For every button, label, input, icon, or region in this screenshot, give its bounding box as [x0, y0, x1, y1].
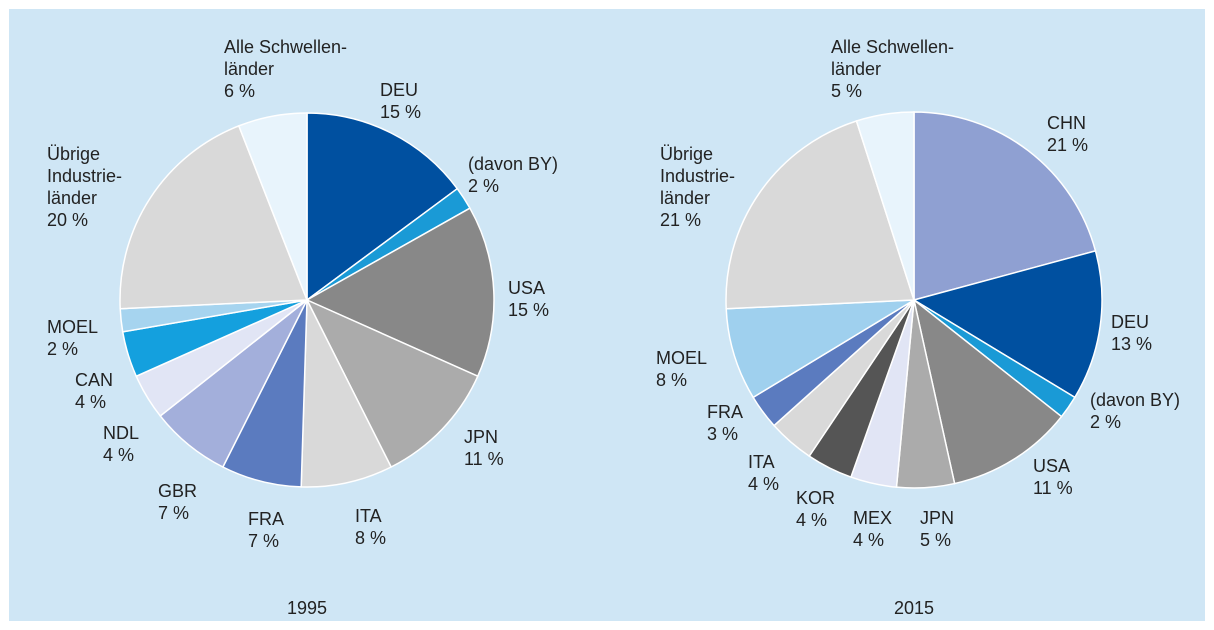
slice-label: Alle Schwellen-länder	[831, 37, 954, 79]
slice-label: MOEL	[47, 317, 98, 337]
pie-slice	[725, 299, 915, 399]
slice-label: DEU	[1111, 312, 1149, 332]
slice-value-label: 8 %	[656, 370, 687, 390]
pie-title: 1995	[287, 598, 327, 618]
slice-label: DEU	[380, 80, 418, 100]
slice-value-label: 21 %	[1047, 135, 1088, 155]
pie-slice	[237, 112, 308, 301]
slice-value-label: 4 %	[796, 510, 827, 530]
pie-slice	[119, 124, 309, 310]
slice-label: Alle Schwellen-länder	[224, 37, 347, 79]
slice-value-label: 21 %	[660, 210, 701, 230]
pie-slice	[913, 111, 1097, 301]
slice-label: USA	[1033, 456, 1070, 476]
slice-value-label: 15 %	[508, 300, 549, 320]
pie-slice	[305, 298, 479, 469]
slice-label: ITA	[748, 452, 775, 472]
slice-label: USA	[508, 278, 545, 298]
pie-slice	[912, 249, 1103, 399]
pie-slice	[912, 298, 1063, 485]
slice-value-label: 4 %	[75, 392, 106, 412]
slice-value-label: 2 %	[1090, 412, 1121, 432]
slice-value-label: 11 %	[464, 449, 504, 469]
slice-label: MOEL	[656, 348, 707, 368]
pie-slice	[725, 120, 916, 310]
slice-value-label: 6 %	[224, 81, 255, 101]
slice-value-label: 5 %	[920, 530, 951, 550]
slice-value-label: 4 %	[103, 445, 134, 465]
pie-slice	[305, 207, 495, 378]
slice-value-label: 3 %	[707, 424, 738, 444]
slice-label: (davon BY)	[1090, 390, 1180, 410]
slice-label: NDL	[103, 423, 139, 443]
slice-label: MEX	[853, 508, 892, 528]
slice-value-label: 7 %	[158, 503, 189, 523]
slice-value-label: 20 %	[47, 210, 88, 230]
slice-label: FRA	[707, 402, 743, 422]
pie-slice	[300, 299, 393, 488]
slice-value-label: 2 %	[47, 339, 78, 359]
slice-value-label: 8 %	[355, 528, 386, 548]
slice-label: JPN	[464, 427, 498, 447]
slice-label: Übrige Industrie-länder	[660, 144, 735, 208]
slice-label: GBR	[158, 481, 197, 501]
slice-label: (davon BY)	[468, 154, 558, 174]
slice-label: CAN	[75, 370, 113, 390]
slice-value-label: 11 %	[1033, 478, 1073, 498]
slice-value-label: 15 %	[380, 102, 421, 122]
pie-title: 2015	[894, 598, 934, 618]
slice-value-label: 7 %	[248, 531, 279, 551]
slice-label: Übrige Industrie-länder	[47, 144, 122, 208]
slice-value-label: 13 %	[1111, 334, 1152, 354]
slice-label: KOR	[796, 488, 835, 508]
pie-slice	[306, 112, 459, 302]
slice-label: ITA	[355, 506, 382, 526]
slice-value-label: 2 %	[468, 176, 499, 196]
slice-value-label: 4 %	[853, 530, 884, 550]
slice-value-label: 5 %	[831, 81, 862, 101]
slice-label: JPN	[920, 508, 954, 528]
pie-slice	[855, 111, 915, 301]
slice-value-label: 4 %	[748, 474, 779, 494]
slice-label: FRA	[248, 509, 284, 529]
slice-label: CHN	[1047, 113, 1086, 133]
